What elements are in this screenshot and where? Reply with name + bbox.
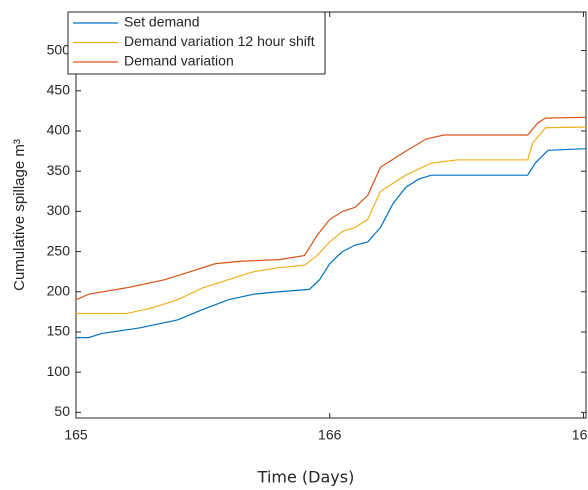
series-line	[75, 116, 587, 301]
y-tick-label: 450	[47, 81, 71, 97]
y-tick-label: 50	[54, 403, 70, 419]
y-tick-label: 400	[47, 122, 71, 138]
y-tick-label: 350	[47, 162, 71, 178]
y-tick-label: 250	[47, 242, 71, 258]
y-tick-label: 150	[47, 323, 71, 339]
x-tick-label: 166	[318, 427, 342, 443]
legend-label: Demand variation 12 hour shift	[124, 33, 315, 49]
series-line	[76, 148, 587, 339]
plot-frame	[75, 11, 587, 419]
y-tick-label: 300	[47, 202, 71, 218]
y-tick-label: 500	[47, 41, 71, 57]
legend-label: Demand variation	[124, 53, 234, 69]
y-axis-label: Cumulative spillage m³	[11, 139, 28, 291]
x-axis-label: Time (Days)	[257, 468, 355, 487]
y-tick-label: 200	[47, 282, 71, 298]
y-tick-label: 100	[47, 363, 71, 379]
series-line	[76, 126, 587, 315]
x-tick-label: 167	[572, 427, 588, 443]
legend-label: Set demand	[124, 14, 200, 30]
x-tick-label: 165	[64, 427, 88, 443]
